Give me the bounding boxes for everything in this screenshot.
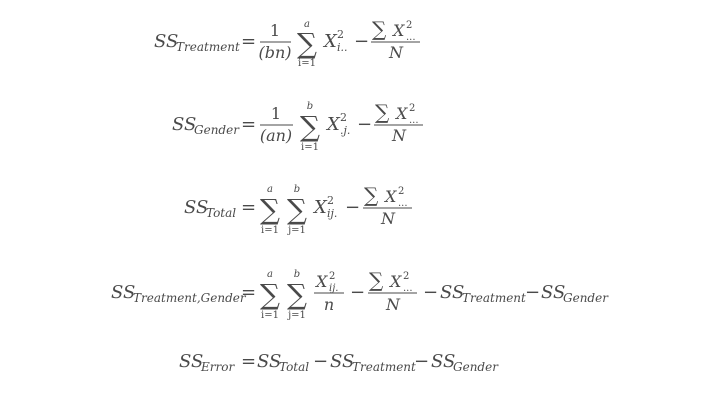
eq4-minus-2: − [423, 282, 438, 303]
eq1-lhs-subscript: Treatment [176, 40, 240, 54]
eq5-equals: = [241, 351, 256, 372]
eq1-sum-icon: ∑ [297, 27, 317, 60]
eq2-lhs-subscript: Gender [194, 123, 240, 137]
eq4-minus-3: − [525, 282, 540, 303]
eq4-frac2-sum-icon: ∑ [369, 268, 384, 292]
eq4-sum1-icon: ∑ [260, 278, 280, 311]
eq4-sum2-lower: j=1 [287, 310, 306, 321]
eq5-term1-subscript: Total [279, 360, 309, 374]
eq4-frac1-denominator: n [324, 295, 334, 314]
equation-ss-gender: SS Gender = 1 (an) b ∑ i=1 X 2 .j. − ∑ X… [172, 100, 423, 153]
eq3-sum1-lower: i=1 [261, 225, 279, 236]
eq1-frac2-num-base: X [391, 21, 405, 40]
eq3-term-sub: ij. [327, 207, 337, 220]
eq3-sum1-icon: ∑ [260, 193, 280, 226]
eq1-term-sup: 2 [337, 28, 344, 41]
eq2-sum-lower: i=1 [301, 142, 319, 153]
eq4-sum2-upper: b [294, 269, 300, 280]
eq3-frac2-num-sup: 2 [398, 186, 404, 197]
eq1-minus: − [354, 31, 369, 52]
eq2-frac2-num-base: X [394, 104, 408, 123]
eq2-term-sub: .j. [340, 124, 350, 137]
equation-ss-treatment: SS Treatment = 1 (bn) a ∑ i=1 X 2 i.. − … [154, 17, 420, 69]
eq2-equals: = [241, 114, 256, 135]
eq5-lhs-base: SS [179, 351, 203, 372]
eq2-frac2-sum-icon: ∑ [375, 100, 390, 124]
eq4-minus-term2-subscript: Gender [563, 291, 609, 305]
eq4-frac2-num-sub: ... [403, 283, 413, 294]
eq3-frac2-num-base: X [383, 187, 397, 206]
eq4-frac1-num-base: X [314, 272, 328, 291]
eq4-sum1-lower: i=1 [261, 310, 279, 321]
eq1-frac2-num-sub: ... [406, 32, 416, 43]
eq3-term-base: X [312, 197, 328, 218]
eq5-minus-2: − [414, 351, 429, 372]
eq1-sum-upper: a [304, 19, 310, 30]
eq5-minus-1: − [313, 351, 328, 372]
eq5-term1-base: SS [257, 351, 281, 372]
eq4-lhs-subscript: Treatment,Gender [133, 291, 247, 305]
eq2-lhs-base: SS [172, 114, 196, 135]
eq2-sum-upper: b [307, 101, 313, 112]
eq1-term-sub: i.. [337, 41, 348, 54]
eq3-frac2-num-sub: ... [398, 198, 408, 209]
eq2-frac2-num-sup: 2 [409, 103, 415, 114]
eq1-frac2-denominator: N [388, 43, 404, 62]
eq4-frac2-num-sup: 2 [403, 271, 409, 282]
equation-ss-treatment-gender: SS Treatment,Gender = a ∑ i=1 b ∑ j=1 X … [111, 268, 609, 321]
eq4-minus-term2-base: SS [541, 282, 565, 303]
eq4-frac1-num-sup: 2 [329, 271, 335, 282]
eq1-frac2-sum-icon: ∑ [372, 17, 387, 41]
eq4-frac2-num-base: X [388, 272, 402, 291]
eq4-minus-term1-base: SS [440, 282, 464, 303]
eq2-frac1-numerator: 1 [271, 104, 281, 123]
eq5-term3-base: SS [431, 351, 455, 372]
eq4-frac1-num-sub: ij. [329, 283, 338, 294]
equation-ss-error: SS Error = SS Total − SS Treatment − SS … [179, 351, 499, 374]
equation-ss-total: SS Total = a ∑ i=1 b ∑ j=1 X 2 ij. − ∑ X… [184, 183, 412, 236]
eq2-frac1-denominator: (an) [260, 126, 292, 145]
eq1-equals: = [241, 31, 256, 52]
eq2-frac2-denominator: N [391, 126, 407, 145]
eq3-lhs-base: SS [184, 197, 208, 218]
eq3-sum2-upper: b [294, 184, 300, 195]
eq3-frac2-denominator: N [380, 209, 396, 228]
eq3-sum1-upper: a [267, 184, 273, 195]
eq4-sum2-icon: ∑ [287, 278, 307, 311]
eq2-term-base: X [325, 114, 341, 135]
eq2-frac2-num-sub: ... [409, 115, 419, 126]
eq1-term-base: X [322, 31, 338, 52]
eq1-lhs-base: SS [154, 31, 178, 52]
eq5-term2-base: SS [330, 351, 354, 372]
eq1-frac2-num-sup: 2 [406, 20, 412, 31]
eq4-frac2-denominator: N [385, 295, 401, 314]
eq5-term3-subscript: Gender [453, 360, 499, 374]
eq3-equals: = [241, 197, 256, 218]
eq3-sum2-lower: j=1 [287, 225, 306, 236]
eq4-equals: = [241, 282, 256, 303]
eq4-lhs-base: SS [111, 282, 135, 303]
eq2-minus: − [357, 114, 372, 135]
eq3-term-sup: 2 [327, 194, 334, 207]
eq3-sum2-icon: ∑ [287, 193, 307, 226]
eq3-lhs-subscript: Total [206, 206, 236, 220]
eq3-minus: − [345, 197, 360, 218]
eq1-frac1-numerator: 1 [270, 21, 280, 40]
eq4-minus-term1-subscript: Treatment [462, 291, 526, 305]
eq3-frac2-sum-icon: ∑ [364, 183, 379, 207]
eq1-frac1-denominator: (bn) [258, 43, 291, 62]
eq2-sum-icon: ∑ [300, 110, 320, 143]
eq5-lhs-subscript: Error [200, 360, 235, 374]
eq4-minus-1: − [350, 282, 365, 303]
eq4-sum1-upper: a [267, 269, 273, 280]
eq2-term-sup: 2 [340, 111, 347, 124]
eq1-sum-lower: i=1 [298, 58, 316, 69]
eq5-term2-subscript: Treatment [352, 360, 416, 374]
